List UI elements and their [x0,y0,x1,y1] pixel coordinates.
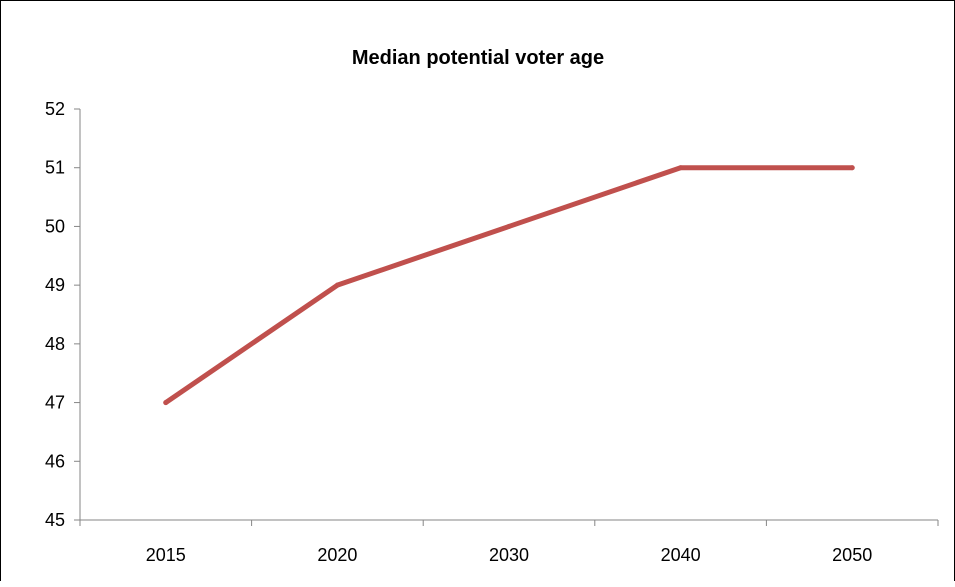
data-point [849,165,855,171]
series-line [163,165,855,406]
y-tick-label: 48 [45,334,65,354]
x-tick-label: 2030 [489,545,529,565]
y-tick-label: 49 [45,275,65,295]
y-tick-label: 47 [45,393,65,413]
data-point [163,400,169,406]
chart-title: Median potential voter age [352,47,604,69]
x-tick-label: 2020 [317,545,357,565]
data-point [678,165,684,171]
y-tick-label: 51 [45,158,65,178]
plot-series [163,165,855,406]
y-tick-label: 46 [45,451,65,471]
x-axis: 2015 2020 2030 2040 2050 [79,519,939,565]
x-tick-label: 2015 [146,545,186,565]
x-tick-label: 2040 [661,545,701,565]
y-tick-label: 52 [45,99,65,119]
x-tick-label: 2050 [832,545,872,565]
y-axis: 45 46 47 48 49 50 51 52 [45,99,81,530]
data-point [334,282,340,288]
y-tick-label: 50 [45,216,65,236]
data-point [506,223,512,229]
y-tick-label: 45 [45,510,65,530]
